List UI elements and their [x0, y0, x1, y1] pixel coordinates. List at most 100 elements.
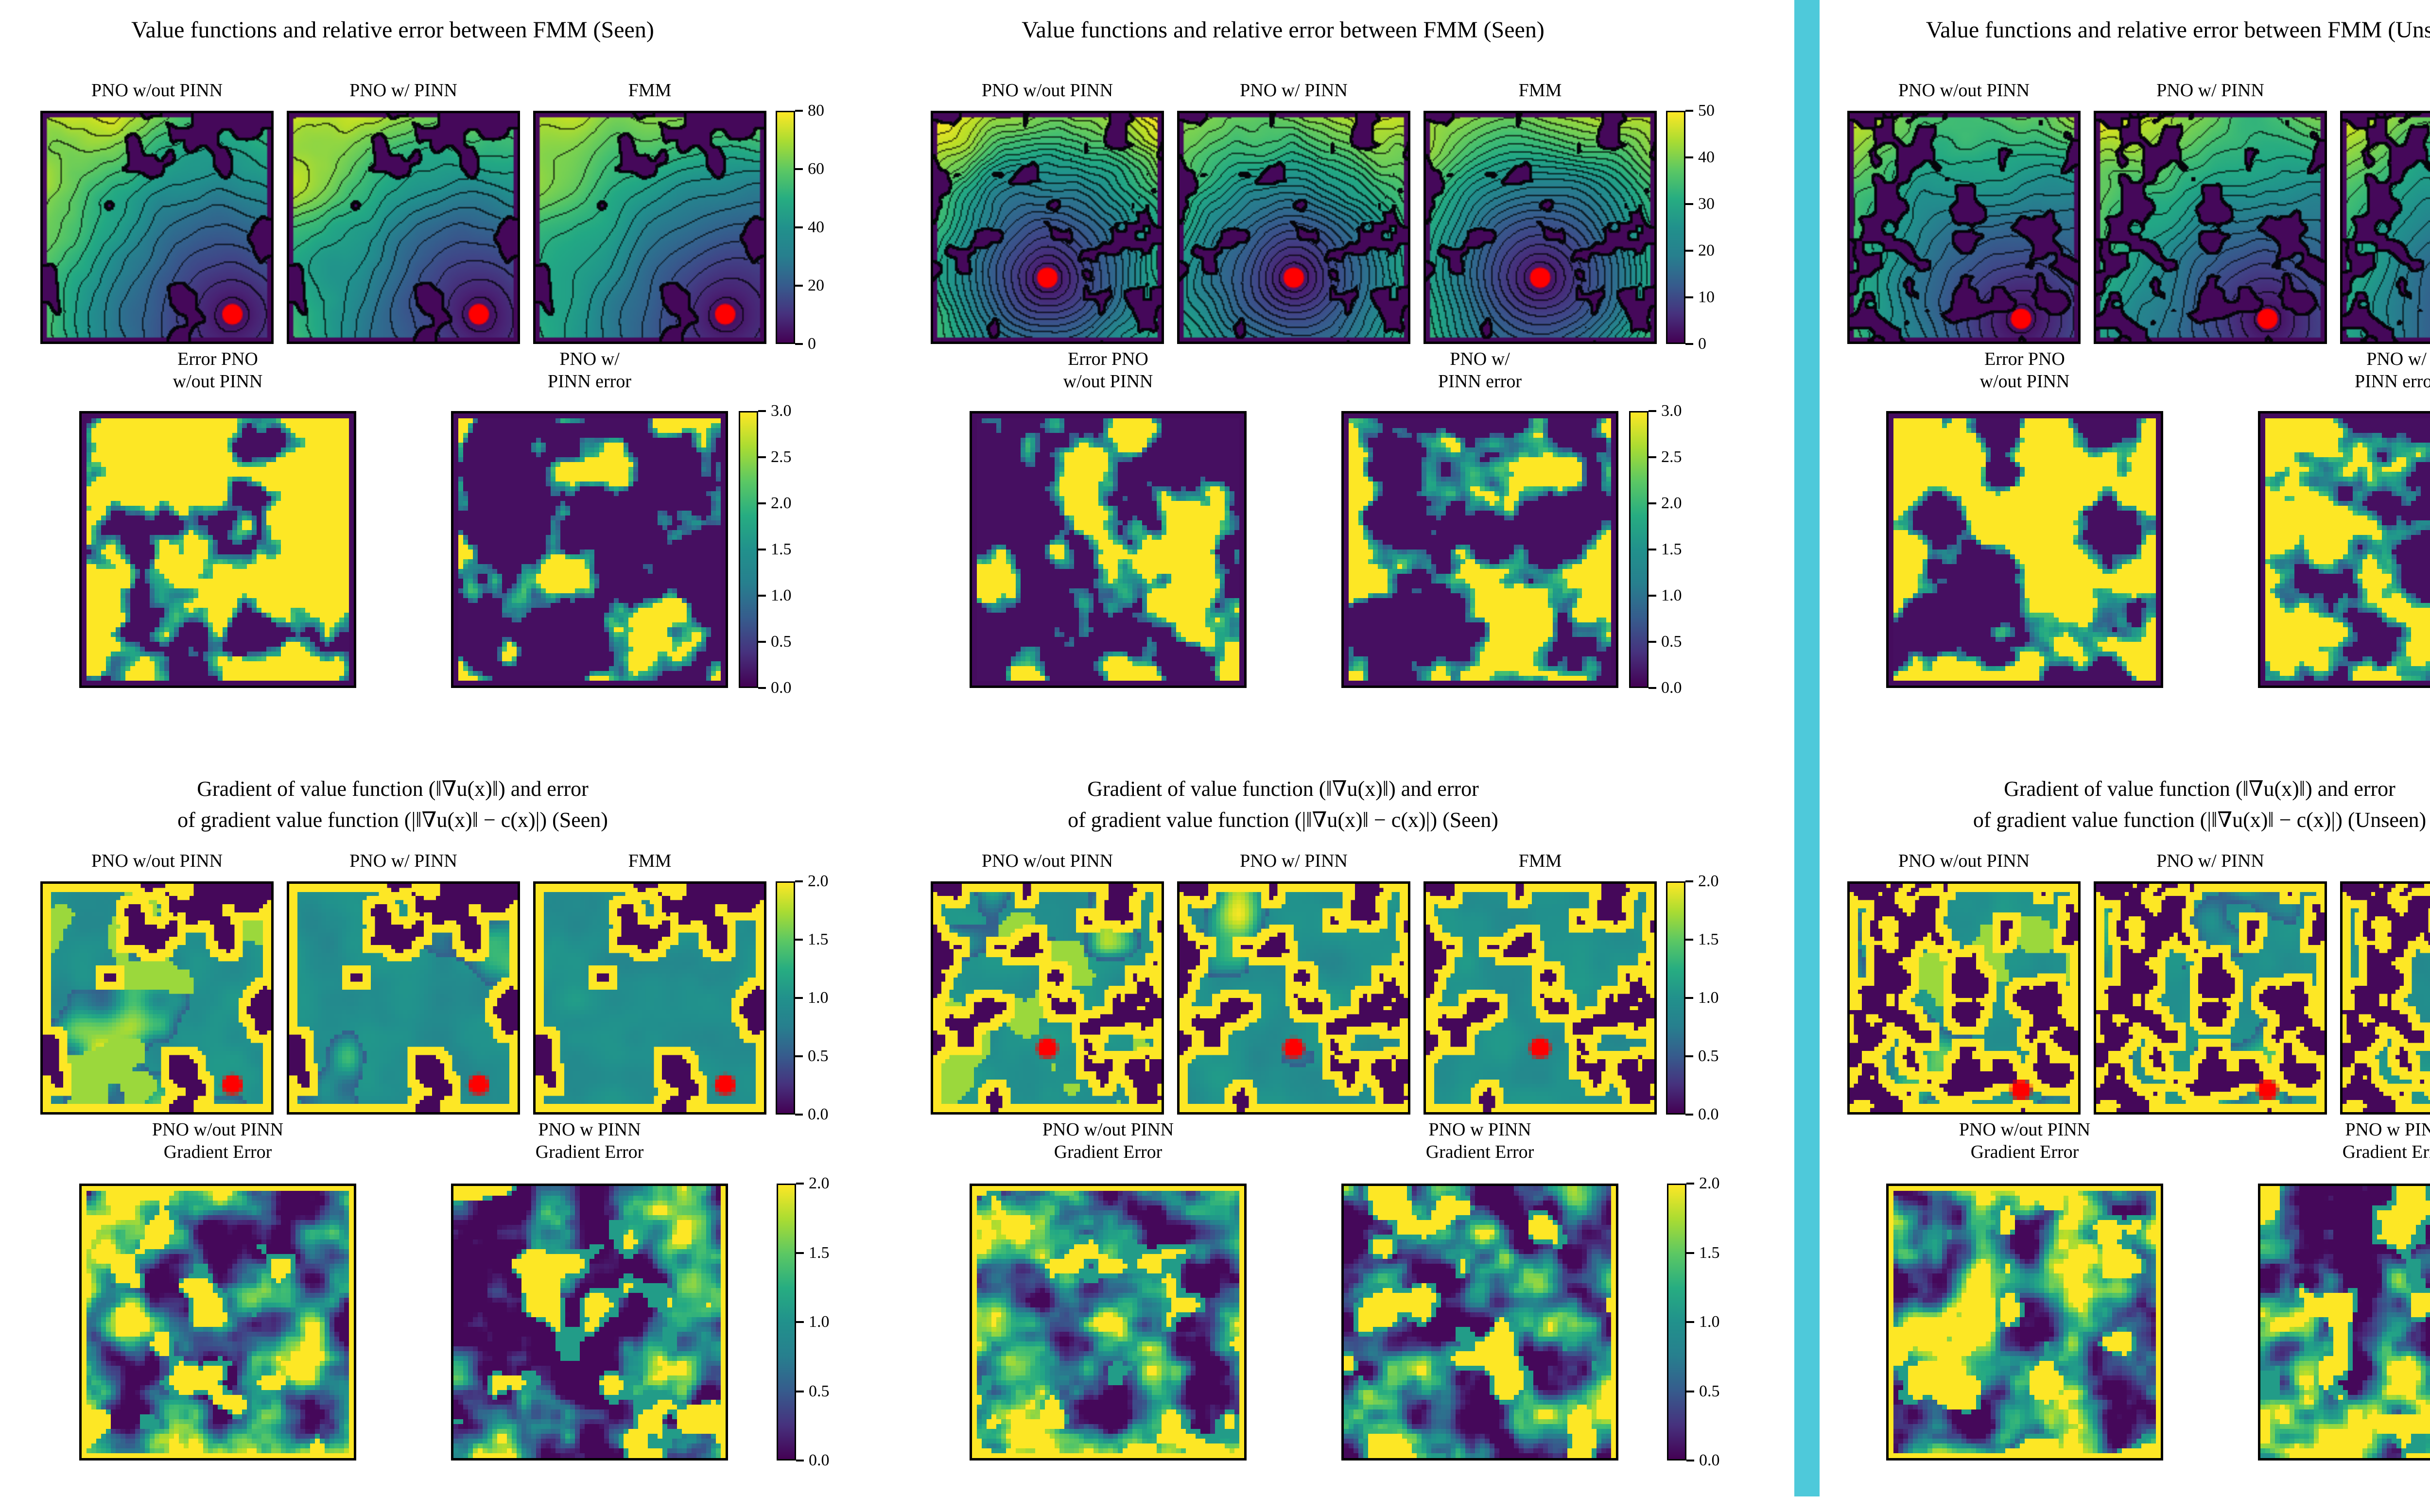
value-plot-titles-row: PNO w/out PINN PNO w/ PINN FMM — [40, 80, 766, 101]
plot-title-pno-wout-pinn: PNO w/out PINN — [91, 851, 223, 871]
colorbar-tick-label: 0.0 — [808, 1105, 829, 1123]
colorbar-tickmark — [1685, 156, 1693, 158]
gradient-plot-titles-row: PNO w/out PINN PNO w/ PINN FMM — [1847, 850, 2430, 872]
colorbar-tickmark — [758, 641, 766, 643]
gradient-error-plot-pno-w-pinn — [451, 1184, 728, 1460]
gradient-section-title: Gradient of value function (‖∇u(x)‖) and… — [904, 773, 1662, 836]
colorbar-tickmark — [795, 343, 803, 345]
gradient-error-title-line1: PNO w PINN — [2345, 1119, 2430, 1140]
value-error-colorbar: 3.0 2.5 2.0 1.5 1.0 0.5 0.0 — [1629, 402, 1712, 697]
gradient-plots-row — [40, 881, 766, 1115]
colorbar-tickmark — [758, 595, 766, 597]
error-plot-title-pno-wout: Error PNO w/out PINN — [1886, 348, 2163, 393]
plot-title-fmm: FMM — [1518, 80, 1562, 101]
gradient-error-plots-row — [1886, 1184, 2430, 1460]
gradient-error-colorbar: 2.0 1.5 1.0 0.5 0.0 — [1667, 1174, 1750, 1469]
value-function-plot-pno-w-pinn — [2094, 111, 2327, 344]
gradient-section-title: Gradient of value function (‖∇u(x)‖) and… — [14, 773, 772, 836]
error-plot-title-pno-w: PNO w/ PINN error — [2258, 348, 2430, 393]
value-plot-titles-row: PNO w/out PINN PNO w/ PINN FMM — [1847, 80, 2430, 101]
gradient-error-plot-pno-w-pinn — [2258, 1184, 2430, 1460]
colorbar-tick-label: 10 — [1698, 288, 1715, 306]
plot-title-pno-wout-pinn: PNO w/out PINN — [981, 851, 1113, 871]
gradient-plot-fmm — [1423, 881, 1657, 1115]
gradient-plots-row — [1847, 881, 2430, 1115]
colorbar-tick-label: 1.5 — [809, 1243, 830, 1262]
colorbar-tickmark — [795, 880, 803, 882]
figure-quadrant: Value functions and relative error betwe… — [14, 8, 903, 1489]
colorbar-tickmark — [758, 502, 766, 504]
colorbar-tickmark — [1686, 1390, 1694, 1392]
plot-title-fmm: FMM — [2340, 80, 2430, 101]
gradient-plot-pno-wout-pinn — [40, 881, 274, 1115]
colorbar-tickmark — [758, 687, 766, 689]
gradient-error-title-pno-w: PNO w PINN Gradient Error — [1341, 1118, 1618, 1163]
value-error-plot-pno-w-pinn — [451, 411, 728, 688]
value-section-title: Value functions and relative error betwe… — [131, 17, 654, 43]
value-error-titles-row: Error PNO w/out PINN PNO w/ PINN error — [79, 348, 728, 393]
value-colorbar: 80 60 40 20 0 — [776, 102, 858, 353]
colorbar-tick-label: 1.0 — [1661, 586, 1682, 604]
colorbar-tickmark — [1649, 641, 1656, 643]
colorbar-tickmark — [1686, 1183, 1694, 1185]
colorbar-tickmark — [758, 549, 766, 550]
colorbar-tick-label: 2.0 — [808, 872, 829, 890]
value-colorbar: 50 40 30 20 10 0 — [1666, 102, 1749, 353]
gradient-plot-pno-w-pinn — [2094, 881, 2327, 1115]
plot-title-pno-wout-pinn: PNO w/out PINN — [981, 80, 1113, 101]
colorbar-tickmark — [1686, 1321, 1694, 1323]
colorbar-tick-label: 0.5 — [808, 1047, 829, 1065]
colorbar-tick-labels: 2.0 1.5 1.0 0.5 0.0 — [1685, 872, 1749, 1123]
error-plot-title-pno-wout: Error PNO w/out PINN — [79, 348, 356, 393]
error-plot-title-line1: PNO w/ — [1450, 349, 1510, 369]
plot-title-pno-w-pinn: PNO w/ PINN — [349, 80, 457, 101]
plot-title-pno-w-pinn: PNO w/ PINN — [1240, 851, 1348, 871]
colorbar-tick-label: 3.0 — [1661, 402, 1682, 420]
figure-quadrant: Value functions and relative error betwe… — [1821, 8, 2430, 1489]
colorbar-tickmark — [1649, 456, 1656, 458]
colorbar-tickmark — [1685, 997, 1693, 999]
value-function-plot-pno-wout-pinn — [1847, 111, 2081, 344]
gradient-error-title-line1: PNO w PINN — [538, 1119, 641, 1140]
colorbar-gradient — [776, 111, 795, 344]
value-function-plot-fmm — [2340, 111, 2430, 344]
gradient-plot-titles-row: PNO w/out PINN PNO w/ PINN FMM — [40, 850, 766, 872]
colorbar-tick-label: 2.0 — [771, 494, 792, 512]
colorbar-tickmark — [795, 939, 803, 941]
plot-title-pno-wout-pinn: PNO w/out PINN — [1898, 851, 2030, 871]
value-error-plots-row — [970, 411, 1618, 688]
gradient-error-plot-pno-w-pinn — [1341, 1184, 1618, 1460]
colorbar-tick-label: 0 — [808, 335, 816, 353]
colorbar-tick-label: 50 — [1698, 102, 1715, 120]
colorbar-tick-label: 3.0 — [771, 402, 792, 420]
colorbar-tickmark — [1649, 549, 1656, 550]
gradient-error-title-line1: PNO w PINN — [1428, 1119, 1531, 1140]
value-function-plot-pno-wout-pinn — [931, 111, 1164, 344]
gradient-colorbar: 2.0 1.5 1.0 0.5 0.0 — [1666, 872, 1749, 1123]
gradient-plot-pno-w-pinn — [1177, 881, 1410, 1115]
colorbar-tickmark — [758, 456, 766, 458]
colorbar-tick-labels: 2.0 1.5 1.0 0.5 0.0 — [795, 872, 858, 1123]
gradient-error-colorbar: 2.0 1.5 1.0 0.5 0.0 — [777, 1174, 859, 1469]
colorbar-tick-label: 1.0 — [808, 989, 829, 1007]
colorbar-tickmark — [795, 1114, 803, 1116]
colorbar-gradient — [1667, 1184, 1686, 1460]
plot-title-fmm: FMM — [628, 851, 672, 871]
error-plot-title-line2: PINN error — [547, 371, 631, 392]
plot-title-fmm: FMM — [2340, 850, 2430, 872]
gradient-title-line1: Gradient of value function (‖∇u(x)‖) and… — [197, 777, 589, 801]
gradient-error-titles-row: PNO w/out PINN Gradient Error PNO w PINN… — [970, 1118, 1618, 1163]
colorbar-tickmark — [1685, 1055, 1693, 1057]
colorbar-tick-label: 0.0 — [809, 1451, 830, 1469]
colorbar-tickmark — [1685, 880, 1693, 882]
colorbar-gradient — [1629, 411, 1649, 688]
colorbar-tickmark — [758, 410, 766, 412]
error-plot-title-line1: PNO w/ — [2366, 349, 2427, 369]
colorbar-tick-label: 2.0 — [1698, 872, 1719, 890]
plot-title-pno-wout-pinn: PNO w/out PINN — [91, 80, 223, 101]
error-plot-title-line1: PNO w/ — [559, 349, 620, 369]
colorbar-tickmark — [796, 1252, 804, 1254]
colorbar-gradient — [777, 1184, 796, 1460]
gradient-error-title-pno-wout: PNO w/out PINN Gradient Error — [1886, 1118, 2163, 1163]
colorbar-tickmark — [1686, 1252, 1694, 1254]
